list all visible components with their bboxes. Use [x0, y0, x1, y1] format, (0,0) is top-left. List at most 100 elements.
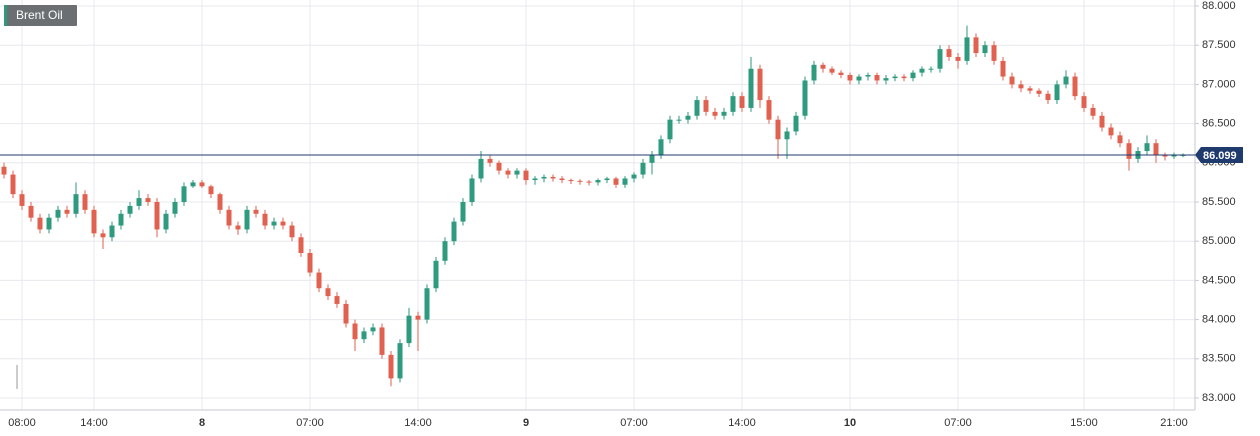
candle-body: [271, 221, 277, 226]
candle-body: [307, 252, 313, 273]
scroll-handle: [16, 365, 18, 389]
x-tick-label: 10: [844, 417, 856, 429]
candle-body: [973, 37, 979, 54]
last-price-label: 86.099: [1203, 150, 1237, 162]
candle-body: [442, 241, 448, 261]
candle-body: [1009, 76, 1015, 85]
candle-body: [433, 260, 439, 289]
candle-body: [730, 96, 736, 112]
title-accent: [4, 5, 7, 26]
candle-body: [262, 213, 268, 226]
candle-body: [1108, 127, 1114, 136]
candle-body: [523, 170, 529, 181]
candle-body: [415, 315, 421, 320]
y-tick-label: 86.500: [1202, 118, 1236, 130]
candle-body: [163, 213, 169, 230]
y-tick-label: 85.000: [1202, 235, 1236, 247]
y-tick-label: 83.500: [1202, 353, 1236, 365]
candle-body: [541, 176, 547, 179]
candle-body: [91, 209, 97, 234]
candle-body: [604, 178, 610, 181]
candle-body: [928, 68, 934, 70]
candle-body: [982, 45, 988, 54]
candle-body: [1072, 76, 1078, 97]
candle-body: [991, 45, 997, 61]
candle-body: [721, 111, 727, 116]
candle-body: [847, 74, 853, 81]
candle-body: [352, 323, 358, 340]
grid: [0, 0, 1199, 410]
y-tick-label: 87.000: [1202, 78, 1236, 90]
candle-body: [640, 162, 646, 175]
candle-body: [1054, 84, 1060, 101]
candle-body: [217, 194, 223, 210]
candle-body: [388, 354, 394, 379]
candle-body: [1144, 143, 1150, 152]
x-tick-label: 07:00: [620, 417, 648, 429]
candle-body: [703, 100, 709, 112]
candle-body: [19, 194, 25, 206]
candle-body: [235, 225, 241, 230]
candle-body: [1099, 115, 1105, 128]
candles: [1, 25, 1186, 387]
x-tick-label: 07:00: [944, 417, 972, 429]
candle-body: [289, 225, 295, 238]
candle-body: [694, 100, 700, 116]
candle-body: [838, 72, 844, 75]
candle-body: [829, 68, 835, 73]
chart-title: Brent Oil: [16, 8, 63, 22]
x-tick-label: 14:00: [404, 417, 432, 429]
candle-body: [613, 178, 619, 185]
candle-body: [1081, 96, 1087, 108]
title-badge: [4, 5, 77, 26]
candle-body: [577, 180, 583, 182]
candle-body: [181, 186, 187, 202]
candle-body: [1063, 76, 1069, 85]
candle-body: [118, 213, 124, 226]
candle-body: [199, 182, 205, 187]
candle-body: [514, 170, 520, 175]
candle-body: [874, 74, 880, 81]
candle-body: [919, 68, 925, 73]
candle-body: [1153, 143, 1159, 155]
candle-body: [811, 64, 817, 81]
candle-body: [739, 96, 745, 108]
candle-body: [325, 288, 331, 297]
candle-body: [622, 178, 628, 185]
candle-body: [685, 115, 691, 120]
candle-body: [109, 225, 115, 238]
candle-body: [1, 166, 7, 175]
candle-body: [820, 64, 826, 69]
candle-body: [856, 76, 862, 81]
candle-body: [298, 237, 304, 253]
candle-body: [937, 49, 943, 69]
candle-body: [397, 343, 403, 379]
candle-body: [865, 74, 871, 77]
candle-body: [784, 131, 790, 140]
candle-body: [172, 202, 178, 214]
candle-body: [361, 331, 367, 340]
candle-body: [559, 178, 565, 181]
candle-body: [316, 272, 322, 289]
candle-body: [964, 37, 970, 61]
candle-body: [793, 115, 799, 132]
x-tick-label: 07:00: [296, 417, 324, 429]
candle-body: [1045, 93, 1051, 101]
candle-body: [676, 119, 682, 121]
x-tick-label: 21:00: [1160, 417, 1188, 429]
x-tick-label: 9: [523, 417, 529, 429]
y-tick-label: 88.000: [1202, 0, 1236, 12]
candle-body: [100, 233, 106, 238]
candle-body: [10, 174, 16, 195]
candle-body: [649, 154, 655, 163]
x-tick-label: 8: [199, 417, 205, 429]
candle-body: [658, 139, 664, 155]
candle-body: [478, 158, 484, 179]
candle-body: [370, 327, 376, 332]
overlay: 83.000 83.500 84.000 84.500 85.000 85.500 86.0…: [0, 0, 1243, 429]
candle-body: [280, 221, 286, 226]
candle-body: [460, 202, 466, 222]
candle-body: [1171, 154, 1177, 157]
candle-body: [1126, 143, 1132, 159]
